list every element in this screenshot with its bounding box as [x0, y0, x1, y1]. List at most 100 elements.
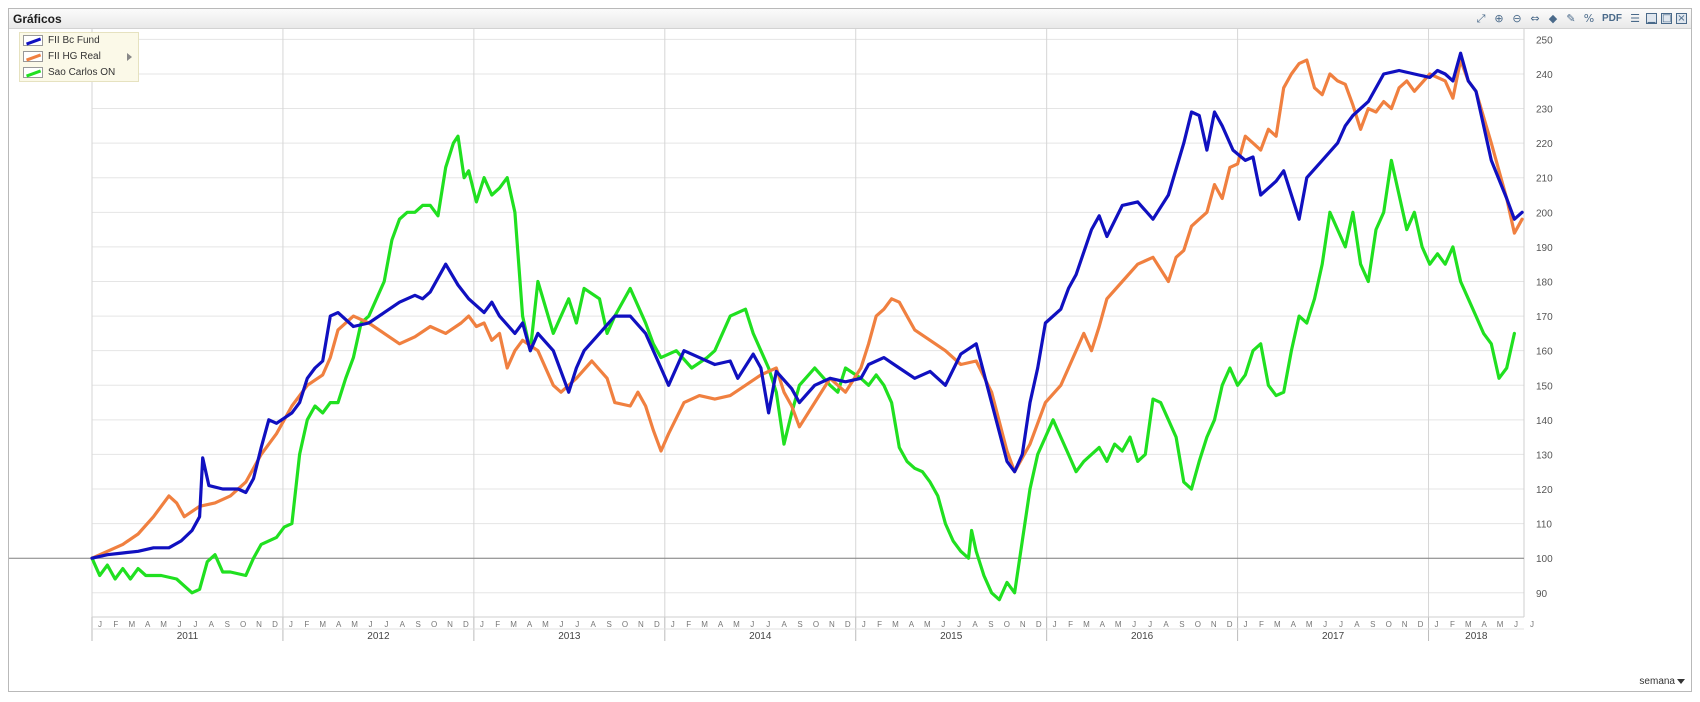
month-tick-label: F — [304, 620, 309, 629]
series-line-fii-bc-fund — [90, 51, 1524, 560]
month-tick-label: A — [781, 620, 787, 629]
month-tick-label: S — [1179, 620, 1184, 629]
dropdown-arrow-icon — [1677, 678, 1685, 684]
month-tick-label: J — [1434, 620, 1438, 629]
legend-line-orange — [26, 53, 41, 61]
month-tick-label: A — [972, 620, 978, 629]
legend-item-fii-hg-real[interactable]: FII HG Real — [20, 49, 138, 65]
year-tick-label: 2011 — [177, 631, 199, 642]
draw-icon[interactable]: ✎ — [1566, 11, 1576, 25]
month-tick-label: A — [591, 620, 597, 629]
y-tick-label: 140 — [1536, 416, 1553, 427]
month-tick-label: J — [1132, 620, 1136, 629]
month-tick-label: J — [1530, 620, 1534, 629]
month-tick-label: M — [160, 620, 167, 629]
month-tick-label: A — [1482, 620, 1488, 629]
y-tick-label: 110 — [1536, 520, 1552, 531]
month-tick-label: S — [416, 620, 421, 629]
year-tick-label: 2015 — [940, 631, 963, 642]
month-tick-label: D — [272, 620, 278, 629]
pan-icon[interactable]: ⇔ — [1530, 11, 1540, 25]
month-tick-label: J — [1514, 620, 1518, 629]
month-tick-label: J — [862, 620, 866, 629]
month-tick-label: S — [1370, 620, 1375, 629]
month-tick-label: J — [98, 620, 102, 629]
month-tick-label: A — [1354, 620, 1360, 629]
month-tick-label: J — [941, 620, 945, 629]
month-tick-label: A — [209, 620, 215, 629]
window-title: Gráficos — [13, 12, 62, 26]
y-tick-label: 130 — [1536, 450, 1553, 461]
legend-swatch-blue — [23, 35, 43, 46]
month-tick-label: N — [1402, 620, 1408, 629]
pdf-icon[interactable]: PDF — [1602, 12, 1622, 24]
month-tick-label: D — [1036, 620, 1042, 629]
year-tick-label: 2014 — [749, 631, 772, 642]
y-tick-label: 150 — [1536, 381, 1553, 392]
y-tick-label: 190 — [1536, 243, 1553, 254]
month-tick-label: J — [289, 620, 293, 629]
month-tick-label: A — [1100, 620, 1106, 629]
month-tick-label: O — [1195, 620, 1201, 629]
zoom-in-icon[interactable]: ⊕ — [1494, 11, 1504, 25]
month-tick-label: S — [606, 620, 611, 629]
chart-toolbar: ⤢ ⊕ ⊖ ⇔ ◆ ✎% PDF ☰ ▁ □ × — [1474, 11, 1687, 26]
tag-icon[interactable]: ◆ — [1548, 11, 1558, 25]
month-tick-label: D — [654, 620, 660, 629]
month-tick-label: M — [542, 620, 549, 629]
month-tick-label: A — [527, 620, 533, 629]
percent-icon[interactable]: % — [1583, 11, 1595, 25]
month-tick-label: M — [1115, 620, 1122, 629]
series-line-fii-hg-real — [90, 58, 1524, 560]
month-tick-label: D — [1418, 620, 1424, 629]
month-tick-label: O — [431, 620, 437, 629]
month-tick-label: F — [1450, 620, 1455, 629]
maximize-icon[interactable]: □ — [1661, 13, 1672, 24]
month-tick-label: N — [256, 620, 262, 629]
close-icon[interactable]: × — [1676, 13, 1687, 24]
legend-swatch-orange — [23, 51, 43, 62]
month-tick-label: O — [1004, 620, 1010, 629]
year-tick-label: 2013 — [558, 631, 581, 642]
y-tick-label: 220 — [1536, 139, 1553, 150]
month-tick-label: J — [750, 620, 754, 629]
month-tick-label: S — [225, 620, 230, 629]
month-tick-label: N — [1020, 620, 1026, 629]
month-tick-label: S — [797, 620, 802, 629]
month-tick-label: N — [1211, 620, 1217, 629]
month-tick-label: M — [319, 620, 326, 629]
month-tick-label: M — [1465, 620, 1472, 629]
month-tick-label: J — [384, 620, 388, 629]
line-chart[interactable]: 90 100 110 120 130 140 150 160 170 180 190 200 210 22… — [9, 9, 1691, 691]
y-tick-label: 100 — [1536, 554, 1553, 565]
y-tick-label: 240 — [1536, 70, 1553, 81]
month-tick-label: A — [718, 620, 724, 629]
month-tick-label: M — [128, 620, 135, 629]
month-tick-label: F — [877, 620, 882, 629]
y-tick-label: 180 — [1536, 277, 1553, 288]
legend: FII Bc Fund FII HG Real Sao Carlos ON — [19, 32, 139, 82]
legend-expand-arrow-icon[interactable] — [127, 53, 132, 61]
legend-item-fii-bc-fund[interactable]: FII Bc Fund — [20, 33, 138, 49]
month-tick-label: N — [829, 620, 835, 629]
period-selector[interactable]: semana — [1639, 676, 1685, 687]
legend-label: FII Bc Fund — [48, 35, 100, 46]
month-tick-label: O — [1386, 620, 1392, 629]
month-tick-label: A — [336, 620, 342, 629]
minimize-icon[interactable]: ▁ — [1646, 13, 1657, 24]
y-tick-label: 170 — [1536, 312, 1553, 323]
legend-item-sao-carlos-on[interactable]: Sao Carlos ON — [20, 65, 138, 81]
legend-line-blue — [26, 37, 41, 45]
month-tick-label: J — [671, 620, 675, 629]
month-tick-label: J — [1148, 620, 1152, 629]
month-tick-label: A — [145, 620, 151, 629]
month-tick-label: M — [1274, 620, 1281, 629]
month-tick-label: M — [924, 620, 931, 629]
month-tick-label: S — [988, 620, 993, 629]
menu-icon[interactable]: ☰ — [1630, 11, 1640, 25]
month-tick-label: M — [892, 620, 899, 629]
y-tick-label: 120 — [1536, 485, 1553, 496]
fullscreen-icon[interactable]: ⤢ — [1476, 11, 1486, 25]
month-tick-label: J — [1244, 620, 1248, 629]
zoom-out-icon[interactable]: ⊖ — [1512, 11, 1522, 25]
